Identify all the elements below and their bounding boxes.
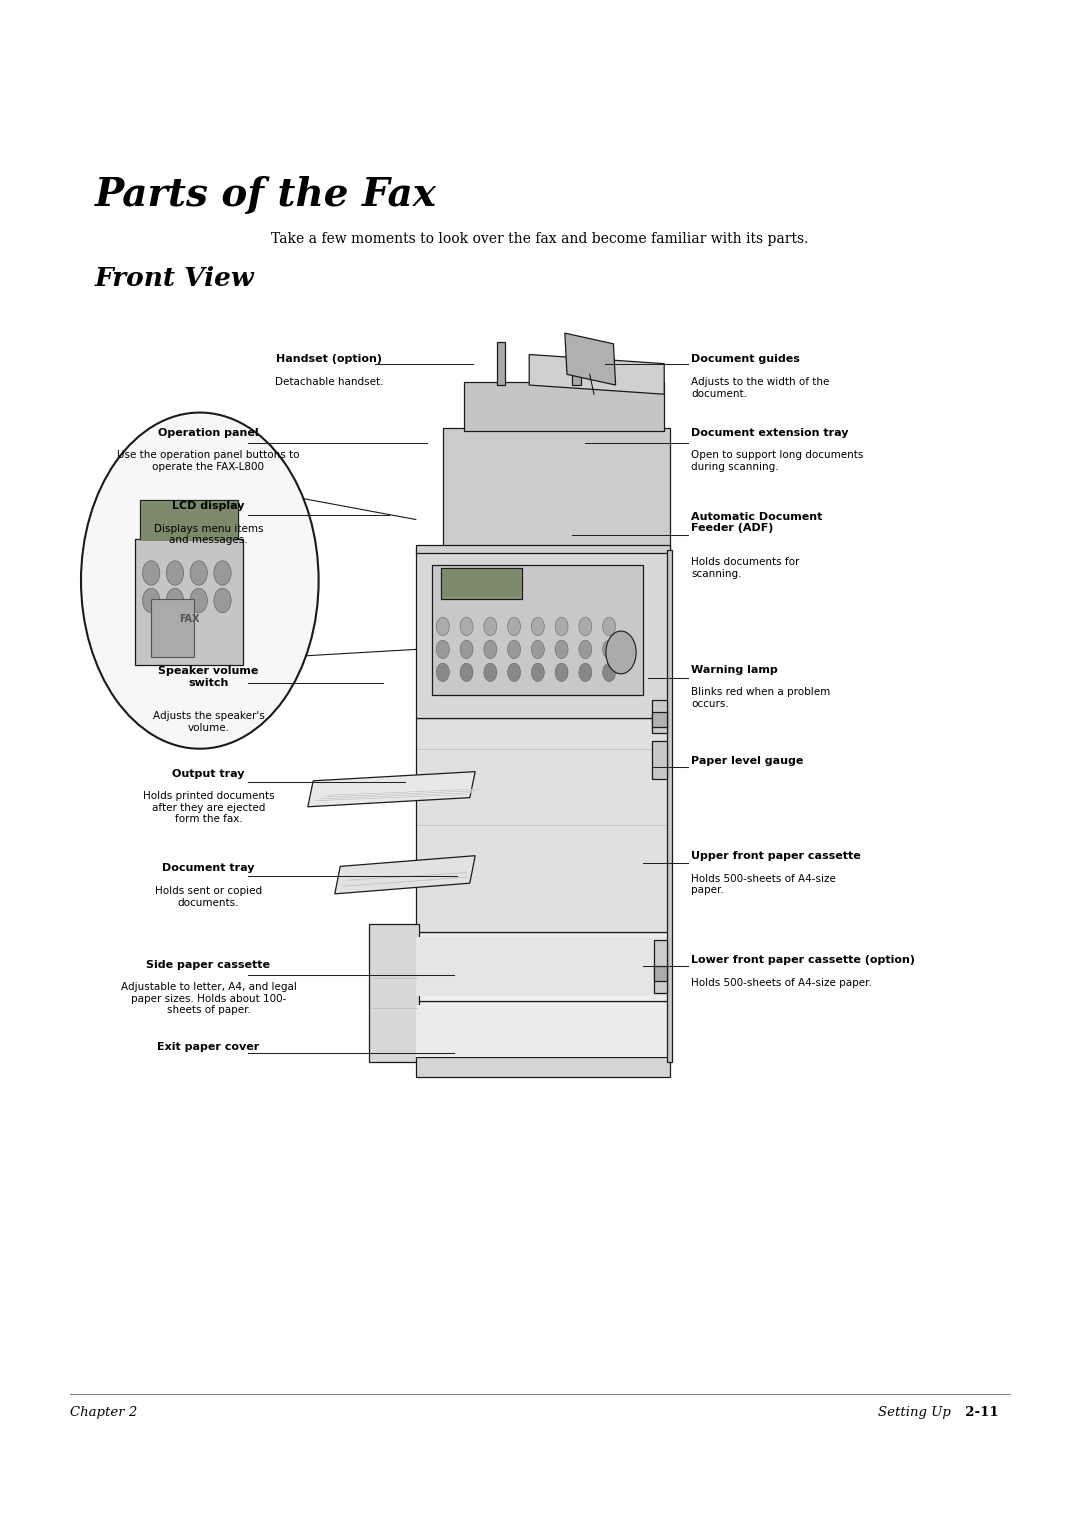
Circle shape [531,663,544,681]
FancyBboxPatch shape [497,342,505,385]
FancyBboxPatch shape [432,565,643,695]
Polygon shape [416,550,670,718]
Text: Displays menu items
and messages.: Displays menu items and messages. [153,524,264,545]
Text: Open to support long documents
during scanning.: Open to support long documents during sc… [691,451,864,472]
FancyBboxPatch shape [442,570,521,597]
Text: Handset (option): Handset (option) [276,354,382,365]
Text: Adjusts to the width of the
document.: Adjusts to the width of the document. [691,377,829,399]
Text: Holds documents for
scanning.: Holds documents for scanning. [691,558,799,579]
Text: Parts of the Fax: Parts of the Fax [95,176,437,214]
Circle shape [143,588,160,613]
Circle shape [579,617,592,636]
Text: LCD display: LCD display [172,501,245,512]
Text: Holds printed documents
after they are ejected
form the fax.: Holds printed documents after they are e… [143,792,274,825]
Circle shape [166,588,184,613]
Text: Blinks red when a problem
occurs.: Blinks red when a problem occurs. [691,688,831,709]
Text: Take a few moments to look over the fax and become familiar with its parts.: Take a few moments to look over the fax … [271,232,809,246]
Text: Holds sent or copied
documents.: Holds sent or copied documents. [154,886,262,908]
Text: Holds 500-sheets of A4-size
paper.: Holds 500-sheets of A4-size paper. [691,874,836,895]
Polygon shape [565,333,616,385]
Text: Document extension tray: Document extension tray [691,428,849,439]
Circle shape [555,663,568,681]
Circle shape [166,561,184,585]
Text: Setting Up: Setting Up [878,1406,950,1420]
Polygon shape [416,1005,670,1057]
Circle shape [579,640,592,659]
Polygon shape [667,550,672,1062]
Text: Holds 500-sheets of A4-size paper.: Holds 500-sheets of A4-size paper. [691,978,872,987]
Text: Adjustable to letter, A4, and legal
paper sizes. Holds about 100-
sheets of pape: Adjustable to letter, A4, and legal pape… [121,983,296,1016]
FancyBboxPatch shape [652,700,667,733]
Circle shape [603,663,616,681]
Polygon shape [416,1001,670,1062]
Circle shape [484,640,497,659]
Polygon shape [416,718,670,932]
Text: Automatic Document
Feeder (ADF): Automatic Document Feeder (ADF) [691,512,823,533]
Text: Paper level gauge: Paper level gauge [691,756,804,767]
Circle shape [484,663,497,681]
FancyBboxPatch shape [572,342,581,385]
Circle shape [508,617,521,636]
FancyBboxPatch shape [441,568,522,599]
Text: Warning lamp: Warning lamp [691,665,778,675]
Circle shape [484,617,497,636]
Circle shape [603,617,616,636]
Circle shape [214,561,231,585]
Circle shape [531,617,544,636]
Text: Detachable handset.: Detachable handset. [275,377,383,387]
Text: Side paper cassette: Side paper cassette [147,960,270,970]
Text: Document tray: Document tray [162,863,255,874]
Circle shape [555,617,568,636]
Circle shape [460,663,473,681]
Text: Operation panel: Operation panel [158,428,259,439]
Circle shape [508,640,521,659]
Circle shape [190,588,207,613]
Polygon shape [416,937,670,996]
Text: Speaker volume
switch: Speaker volume switch [159,666,258,688]
Text: Lower front paper cassette (option): Lower front paper cassette (option) [691,955,915,966]
Circle shape [214,588,231,613]
Text: Chapter 2: Chapter 2 [70,1406,137,1420]
Circle shape [436,640,449,659]
Polygon shape [416,932,670,1001]
FancyBboxPatch shape [652,712,667,727]
FancyBboxPatch shape [654,940,667,993]
Circle shape [555,640,568,659]
Circle shape [436,663,449,681]
FancyBboxPatch shape [151,599,194,657]
Circle shape [531,640,544,659]
Polygon shape [369,924,419,1062]
Circle shape [460,617,473,636]
Circle shape [81,413,319,749]
Polygon shape [335,856,475,894]
Text: Front View: Front View [95,266,255,290]
FancyBboxPatch shape [652,741,667,779]
Circle shape [143,561,160,585]
Circle shape [603,640,616,659]
Polygon shape [308,772,475,807]
Circle shape [436,617,449,636]
Text: 2-11: 2-11 [956,1406,998,1420]
Circle shape [579,663,592,681]
Polygon shape [464,382,664,431]
Polygon shape [443,428,670,550]
Text: Exit paper cover: Exit paper cover [158,1042,259,1053]
FancyBboxPatch shape [416,1057,670,1077]
Circle shape [460,640,473,659]
FancyBboxPatch shape [135,539,243,665]
FancyBboxPatch shape [654,966,667,981]
Circle shape [508,663,521,681]
Text: Output tray: Output tray [172,769,245,779]
Text: Upper front paper cassette: Upper front paper cassette [691,851,861,862]
Text: Adjusts the speaker's
volume.: Adjusts the speaker's volume. [152,712,265,733]
Text: Document guides: Document guides [691,354,800,365]
Polygon shape [529,354,664,394]
Circle shape [190,561,207,585]
FancyBboxPatch shape [140,500,238,542]
Circle shape [606,631,636,674]
FancyBboxPatch shape [141,501,237,541]
Text: Use the operation panel buttons to
operate the FAX-L800: Use the operation panel buttons to opera… [118,451,299,472]
Polygon shape [416,545,670,553]
Text: FAX: FAX [179,614,199,623]
